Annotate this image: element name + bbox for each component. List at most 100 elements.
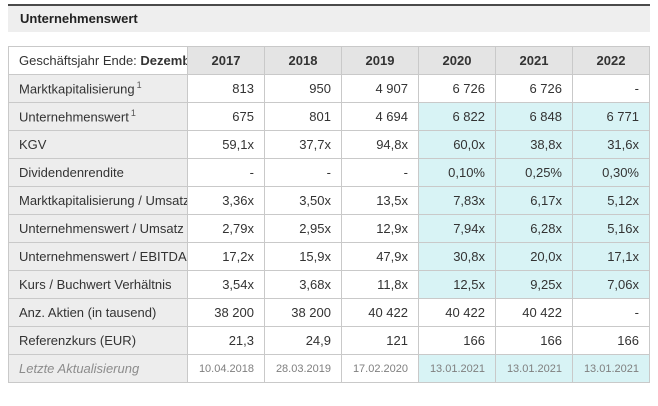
cell-value: 3,54x xyxy=(187,270,265,299)
cell-value: 166 xyxy=(418,326,496,355)
cell-value: 17.02.2020 xyxy=(341,354,419,383)
column-header-2022: 2022 xyxy=(572,46,650,75)
row-label: Unternehmenswert 1 xyxy=(8,102,188,131)
cell-value: 0,25% xyxy=(495,158,573,187)
fiscal-year-end-prefix: Geschäftsjahr Ende: xyxy=(19,53,141,68)
table-body: Marktkapitalisierung 1 813 950 4 907 6 726 6 7… xyxy=(8,74,650,383)
table-row: KGV 59,1x 37,7x 94,8x 60,0x 38,8x 31,6x xyxy=(8,130,650,159)
cell-value: 7,83x xyxy=(418,186,496,215)
row-label: Unternehmenswert / EBITDA xyxy=(8,242,188,271)
cell-value: 38 200 xyxy=(264,298,342,327)
cell-value: 13.01.2021 xyxy=(418,354,496,383)
cell-value: 37,7x xyxy=(264,130,342,159)
row-label: KGV xyxy=(8,130,188,159)
table-row: Marktkapitalisierung 1 813 950 4 907 6 726 6 7… xyxy=(8,74,650,103)
table-row: Anz. Aktien (in tausend) 38 200 38 200 40 4… xyxy=(8,298,650,327)
spacer xyxy=(8,32,650,46)
cell-value: 166 xyxy=(495,326,573,355)
cell-value: 28.03.2019 xyxy=(264,354,342,383)
table-row: Unternehmenswert / Umsatz 2,79x 2,95x 12,9x… xyxy=(8,214,650,243)
cell-value: 4 907 xyxy=(341,74,419,103)
column-header-2018: 2018 xyxy=(264,46,342,75)
cell-value: 6 771 xyxy=(572,102,650,131)
cell-value: 6,17x xyxy=(495,186,573,215)
cell-value: 4 694 xyxy=(341,102,419,131)
cell-value: 40 422 xyxy=(495,298,573,327)
cell-value: 950 xyxy=(264,74,342,103)
cell-value: 7,06x xyxy=(572,270,650,299)
cell-value: 3,50x xyxy=(264,186,342,215)
cell-value: 17,2x xyxy=(187,242,265,271)
row-label: Dividendenrendite xyxy=(8,158,188,187)
cell-value: 13,5x xyxy=(341,186,419,215)
cell-value: 3,68x xyxy=(264,270,342,299)
cell-value: 5,12x xyxy=(572,186,650,215)
table-row: Kurs / Buchwert Verhältnis 3,54x 3,68x 11,8… xyxy=(8,270,650,299)
cell-value: 17,1x xyxy=(572,242,650,271)
cell-value: 166 xyxy=(572,326,650,355)
cell-value: 2,95x xyxy=(264,214,342,243)
table-row: Dividendenrendite - - -0,10% 0,25% 0,30% xyxy=(8,158,650,187)
cell-value: 38,8x xyxy=(495,130,573,159)
cell-value: 11,8x xyxy=(341,270,419,299)
table-row: Referenzkurs (EUR) 21,3 24,9 121 166 166 166 xyxy=(8,326,650,355)
cell-value: 3,36x xyxy=(187,186,265,215)
cell-value: - xyxy=(187,158,265,187)
cell-value: 121 xyxy=(341,326,419,355)
table-row: Unternehmenswert / EBITDA 17,2x 15,9x 47,9x… xyxy=(8,242,650,271)
row-label: Kurs / Buchwert Verhältnis xyxy=(8,270,188,299)
cell-value: 60,0x xyxy=(418,130,496,159)
cell-value: 40 422 xyxy=(341,298,419,327)
row-label: Marktkapitalisierung 1 xyxy=(8,74,188,103)
cell-value: 21,3 xyxy=(187,326,265,355)
cell-value: 5,16x xyxy=(572,214,650,243)
cell-value: 31,6x xyxy=(572,130,650,159)
cell-value: - xyxy=(572,298,650,327)
cell-value: 0,30% xyxy=(572,158,650,187)
cell-value: 6,28x xyxy=(495,214,573,243)
cell-value: 94,8x xyxy=(341,130,419,159)
footnote-marker: 1 xyxy=(136,80,142,91)
row-label: Referenzkurs (EUR) xyxy=(8,326,188,355)
cell-value: - xyxy=(264,158,342,187)
row-label: Marktkapitalisierung / Umsatz xyxy=(8,186,188,215)
column-header-2021: 2021 xyxy=(495,46,573,75)
cell-value: 47,9x xyxy=(341,242,419,271)
cell-value: 6 848 xyxy=(495,102,573,131)
column-header-2020: 2020 xyxy=(418,46,496,75)
cell-value: 6 726 xyxy=(495,74,573,103)
cell-value: 10.04.2018 xyxy=(187,354,265,383)
fiscal-year-end-month: Dezember xyxy=(140,53,186,68)
fiscal-year-end-label: Geschäftsjahr Ende: Dezember xyxy=(8,46,188,75)
cell-value: 38 200 xyxy=(187,298,265,327)
cell-value: 801 xyxy=(264,102,342,131)
table-row: Unternehmenswert 1 675 801 4 694 6 822 6 848 6 … xyxy=(8,102,650,131)
cell-value: 20,0x xyxy=(495,242,573,271)
column-header-2017: 2017 xyxy=(187,46,265,75)
cell-value: 7,94x xyxy=(418,214,496,243)
cell-value: 813 xyxy=(187,74,265,103)
cell-value: 0,10% xyxy=(418,158,496,187)
footnote-marker: 1 xyxy=(130,108,136,119)
cell-value: 13.01.2021 xyxy=(572,354,650,383)
cell-value: 6 726 xyxy=(418,74,496,103)
cell-value: 24,9 xyxy=(264,326,342,355)
cell-value: 59,1x xyxy=(187,130,265,159)
cell-value: - xyxy=(572,74,650,103)
table-row: Marktkapitalisierung / Umsatz 3,36x 3,50x 1… xyxy=(8,186,650,215)
section-title: Unternehmenswert xyxy=(20,11,138,26)
row-label: Unternehmenswert / Umsatz xyxy=(8,214,188,243)
cell-value: 2,79x xyxy=(187,214,265,243)
cell-value: 30,8x xyxy=(418,242,496,271)
table-row: Letzte Aktualisierung 10.04.2018 28.03.201… xyxy=(8,354,650,383)
row-label: Anz. Aktien (in tausend) xyxy=(8,298,188,327)
table-header-row: Geschäftsjahr Ende: Dezember 20172018201… xyxy=(8,46,650,75)
cell-value: 40 422 xyxy=(418,298,496,327)
cell-value: 9,25x xyxy=(495,270,573,299)
cell-value: - xyxy=(341,158,419,187)
section-title-bar: Unternehmenswert xyxy=(8,4,650,32)
cell-value: 13.01.2021 xyxy=(495,354,573,383)
cell-value: 675 xyxy=(187,102,265,131)
cell-value: 12,5x xyxy=(418,270,496,299)
